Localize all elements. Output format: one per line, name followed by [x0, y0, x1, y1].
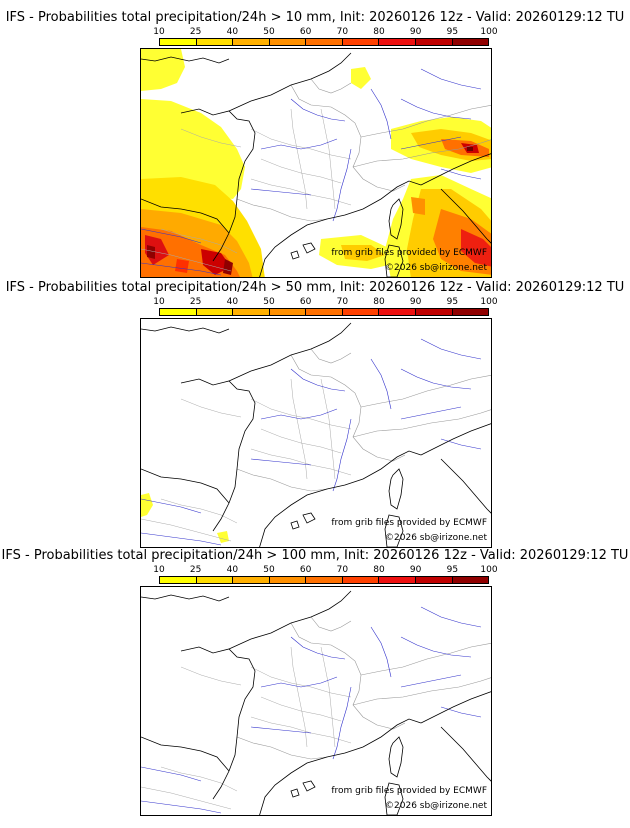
legend-color-swatch — [306, 309, 343, 315]
legend-tick-label: 70 — [336, 565, 349, 575]
legend-color-swatch — [233, 39, 270, 45]
legend-tick-label: 60 — [299, 27, 312, 37]
legend-tick-label: 95 — [446, 27, 459, 37]
panel-title: IFS - Probabilities total precipitation/… — [5, 10, 625, 25]
legend-tick-label: 40 — [226, 27, 239, 37]
legend-tick-label: 70 — [336, 297, 349, 307]
legend-color-swatch — [269, 309, 307, 315]
legend-color-swatch — [379, 577, 416, 583]
map-canvas — [141, 49, 491, 277]
legend-color-swatch — [379, 309, 416, 315]
legend-color-swatch — [160, 309, 197, 315]
legend-tick-labels: 10 25 40 50 60 70 80 90 95 100 — [153, 565, 497, 575]
legend-color-swatch — [415, 309, 453, 315]
panel-title: IFS - Probabilities total precipitation/… — [5, 280, 625, 295]
probability-fields — [141, 493, 229, 543]
legend-color-swatch — [452, 309, 489, 315]
legend-color-swatch — [415, 577, 453, 583]
copyright-credit: ©2026 sb@irizone.net — [385, 801, 487, 811]
legend-color-swatch — [269, 39, 307, 45]
legend-color-bar — [159, 576, 489, 584]
probability-legend: 10 25 40 50 60 70 80 90 95 100 — [153, 27, 498, 49]
probability-map: from grib files provided by ECMWF ©2026 … — [140, 586, 492, 816]
copyright-credit: ©2026 sb@irizone.net — [385, 263, 487, 273]
legend-color-swatch — [306, 39, 343, 45]
probability-map: from grib files provided by ECMWF ©2026 … — [140, 318, 492, 548]
legend-color-swatch — [452, 577, 489, 583]
legend-color-swatch — [233, 309, 270, 315]
probability-legend: 10 25 40 50 60 70 80 90 95 100 — [153, 565, 498, 587]
legend-tick-label: 100 — [480, 27, 498, 37]
legend-tick-label: 80 — [373, 565, 385, 575]
legend-color-swatch — [306, 577, 343, 583]
legend-tick-label: 60 — [299, 565, 312, 575]
legend-color-swatch — [196, 39, 234, 45]
legend-color-swatch — [379, 39, 416, 45]
legend-tick-label: 25 — [189, 297, 202, 307]
legend-color-swatch — [342, 577, 380, 583]
map-base — [141, 322, 491, 547]
legend-color-bar — [159, 38, 489, 46]
legend-tick-label: 40 — [226, 297, 239, 307]
legend-tick-labels: 10 25 40 50 60 70 80 90 95 100 — [153, 27, 497, 37]
panel-title: IFS - Probabilities total precipitation/… — [1, 548, 629, 563]
legend-color-swatch — [233, 577, 270, 583]
legend-tick-label: 100 — [480, 565, 498, 575]
legend-tick-label: 10 — [153, 297, 165, 307]
legend-tick-label: 95 — [446, 297, 459, 307]
legend-tick-label: 40 — [226, 565, 239, 575]
legend-color-swatch — [415, 39, 453, 45]
legend-tick-label: 10 — [153, 565, 165, 575]
legend-color-bar — [159, 308, 489, 316]
legend-tick-label: 50 — [263, 565, 275, 575]
source-credit: from grib files provided by ECMWF — [331, 518, 487, 528]
legend-tick-label: 60 — [299, 297, 312, 307]
probability-map: from grib files provided by ECMWF ©2026 … — [140, 48, 492, 278]
legend-tick-label: 95 — [446, 565, 459, 575]
precip-panel-50mm: IFS - Probabilities total precipitation/… — [0, 280, 630, 550]
legend-tick-label: 80 — [373, 27, 385, 37]
legend-tick-label: 70 — [336, 27, 349, 37]
legend-tick-label: 90 — [409, 565, 422, 575]
legend-tick-label: 80 — [373, 297, 385, 307]
legend-tick-label: 25 — [189, 27, 202, 37]
legend-color-swatch — [196, 577, 234, 583]
legend-color-swatch — [160, 39, 197, 45]
map-canvas — [141, 322, 491, 547]
legend-color-swatch — [342, 309, 380, 315]
legend-tick-label: 90 — [409, 27, 422, 37]
legend-tick-labels: 10 25 40 50 60 70 80 90 95 100 — [153, 297, 497, 307]
map-base — [141, 590, 491, 815]
probability-fields — [141, 49, 491, 277]
copyright-credit: ©2026 sb@irizone.net — [385, 533, 487, 543]
legend-tick-label: 50 — [263, 27, 275, 37]
legend-tick-label: 50 — [263, 297, 275, 307]
precip-panel-10mm: IFS - Probabilities total precipitation/… — [0, 10, 630, 280]
legend-color-swatch — [342, 39, 380, 45]
legend-tick-label: 25 — [189, 565, 202, 575]
source-credit: from grib files provided by ECMWF — [331, 248, 487, 258]
probability-legend: 10 25 40 50 60 70 80 90 95 100 — [153, 297, 498, 319]
source-credit: from grib files provided by ECMWF — [331, 786, 487, 796]
legend-color-swatch — [160, 577, 197, 583]
legend-color-swatch — [196, 309, 234, 315]
legend-tick-label: 10 — [153, 27, 165, 37]
precip-panel-100mm: IFS - Probabilities total precipitation/… — [0, 548, 630, 818]
legend-color-swatch — [269, 577, 307, 583]
legend-color-swatch — [452, 39, 489, 45]
map-canvas — [141, 590, 491, 815]
legend-tick-label: 100 — [480, 297, 498, 307]
legend-tick-label: 90 — [409, 297, 422, 307]
